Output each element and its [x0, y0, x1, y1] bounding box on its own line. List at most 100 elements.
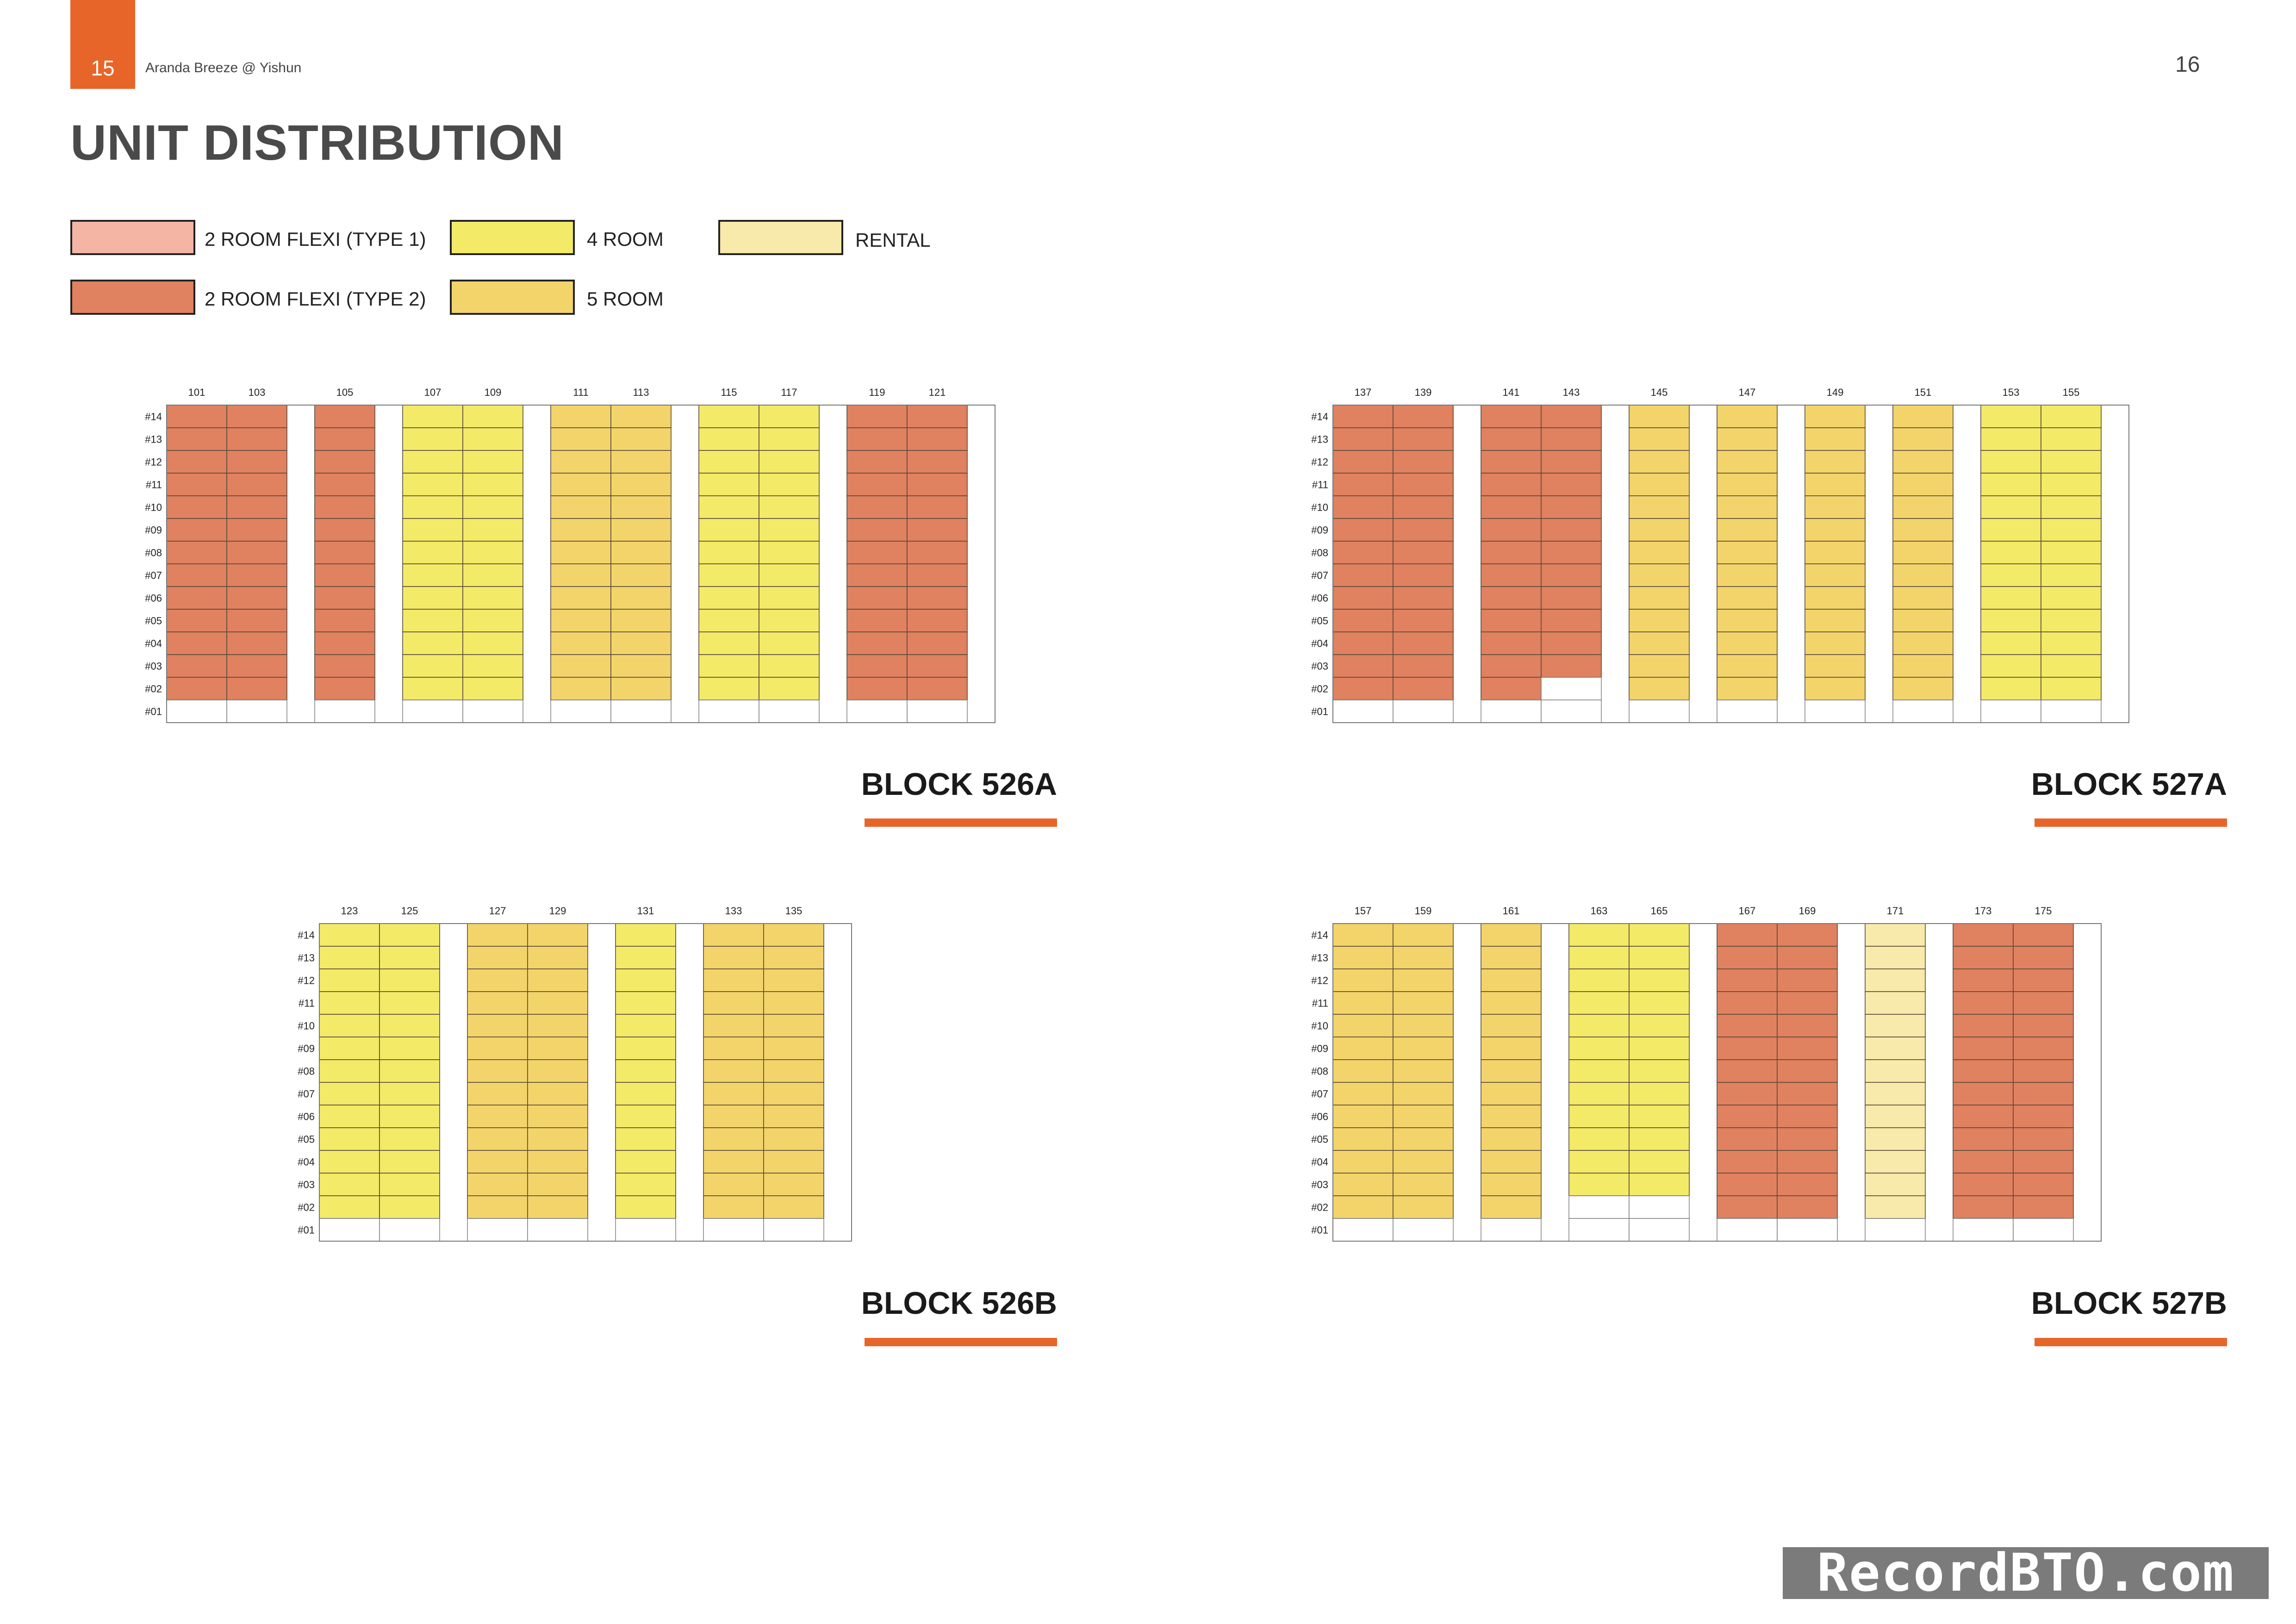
- legend-swatch-4room: [450, 220, 575, 255]
- floor-label: #07: [145, 570, 162, 581]
- unit-cell: [703, 1037, 764, 1060]
- empty-cell: [550, 700, 611, 723]
- unit-cell: [467, 923, 528, 947]
- unit-cell: [1980, 563, 2041, 587]
- unit-cell: [1393, 1037, 1454, 1060]
- floor-label: #13: [1311, 434, 1328, 445]
- unit-cell: [527, 923, 588, 947]
- unit-cell: [1629, 1014, 1690, 1037]
- unit-cell: [379, 923, 440, 947]
- unit-cell: [1777, 1150, 1838, 1174]
- unit-cell: [462, 631, 523, 655]
- unit-cell: [314, 427, 375, 451]
- unit-cell: [1332, 1195, 1394, 1219]
- floor-label: #09: [1311, 1043, 1328, 1055]
- floor-label: #07: [298, 1088, 315, 1100]
- unit-cell: [314, 677, 375, 700]
- unit-cell: [1953, 968, 2014, 992]
- unit-cell: [2013, 1037, 2074, 1060]
- empty-cell: [907, 700, 968, 723]
- unit-number-label: 149: [1827, 387, 1844, 398]
- block-underline-527a: [2035, 818, 2227, 827]
- unit-cell: [166, 450, 227, 474]
- unit-cell: [2041, 631, 2102, 655]
- unit-cell: [2041, 609, 2102, 632]
- unit-cell: [467, 1173, 528, 1196]
- unit-cell: [402, 609, 463, 632]
- unit-cell: [379, 1014, 440, 1037]
- unit-cell: [314, 654, 375, 678]
- unit-cell: [1541, 586, 1602, 610]
- floor-label: #09: [145, 525, 162, 536]
- unit-cell: [1332, 991, 1394, 1015]
- unit-cell: [2041, 473, 2102, 496]
- unit-cell: [319, 1105, 380, 1128]
- unit-cell: [1393, 991, 1454, 1015]
- unit-cell: [1717, 654, 1778, 678]
- unit-cell: [1541, 631, 1602, 655]
- unit-cell: [763, 991, 824, 1015]
- unit-cell: [462, 654, 523, 678]
- unit-cell: [1953, 1037, 2014, 1060]
- unit-cell: [527, 1195, 588, 1219]
- floor-label: #11: [299, 998, 315, 1009]
- unit-cell: [1980, 405, 2041, 428]
- unit-cell: [166, 631, 227, 655]
- unit-cell: [319, 1014, 380, 1037]
- unit-cell: [1980, 631, 2041, 655]
- unit-cell: [759, 563, 820, 587]
- unit-cell: [703, 991, 764, 1015]
- unit-cell: [402, 495, 463, 519]
- unit-number-label: 103: [249, 387, 266, 398]
- unit-cell: [1717, 1105, 1778, 1128]
- unit-number-label: 143: [1563, 387, 1580, 398]
- unit-cell: [1541, 473, 1602, 496]
- floor-label: #11: [146, 479, 162, 491]
- unit-cell: [314, 473, 375, 496]
- unit-cell: [1332, 427, 1394, 451]
- unit-cell: [846, 518, 908, 542]
- unit-cell: [1481, 923, 1542, 947]
- floor-label: #12: [298, 975, 315, 987]
- empty-cell: [462, 700, 523, 723]
- unit-cell: [1980, 495, 2041, 519]
- unit-cell: [1980, 427, 2041, 451]
- unit-number-label: 167: [1739, 905, 1756, 917]
- unit-cell: [1865, 923, 1926, 947]
- unit-cell: [763, 1037, 824, 1060]
- unit-cell: [1332, 1059, 1394, 1083]
- unit-number-label: 111: [573, 387, 588, 398]
- unit-cell: [1717, 495, 1778, 519]
- unit-cell: [846, 495, 908, 519]
- empty-cell: [1980, 700, 2041, 723]
- unit-cell: [610, 654, 672, 678]
- unit-cell: [550, 495, 611, 519]
- floor-label: #03: [298, 1179, 315, 1191]
- unit-cell: [1804, 427, 1866, 451]
- unit-cell: [1568, 946, 1630, 969]
- unit-cell: [314, 609, 375, 632]
- legend-label-2room-flexi-type2: 2 ROOM FLEXI (TYPE 2): [205, 288, 426, 310]
- unit-number-label: 161: [1503, 905, 1520, 917]
- unit-cell: [759, 609, 820, 632]
- unit-cell: [907, 473, 968, 496]
- watermark-logo: RecordBTO.com: [1783, 1547, 2269, 1599]
- unit-cell: [1892, 405, 1954, 428]
- unit-cell: [1804, 518, 1866, 542]
- unit-cell: [1777, 1014, 1838, 1037]
- unit-cell: [226, 450, 287, 474]
- unit-cell: [1481, 968, 1542, 992]
- unit-cell: [527, 1173, 588, 1196]
- unit-cell: [1629, 450, 1690, 474]
- unit-cell: [1953, 1059, 2014, 1083]
- unit-cell: [1892, 518, 1954, 542]
- unit-cell: [846, 563, 908, 587]
- unit-cell: [2013, 1150, 2074, 1174]
- empty-cell: [1629, 700, 1690, 723]
- unit-cell: [1481, 1082, 1542, 1106]
- unit-cell: [1393, 1059, 1454, 1083]
- unit-cell: [1892, 654, 1954, 678]
- unit-cell: [1865, 991, 1926, 1015]
- unit-cell: [1865, 968, 1926, 992]
- unit-cell: [610, 586, 672, 610]
